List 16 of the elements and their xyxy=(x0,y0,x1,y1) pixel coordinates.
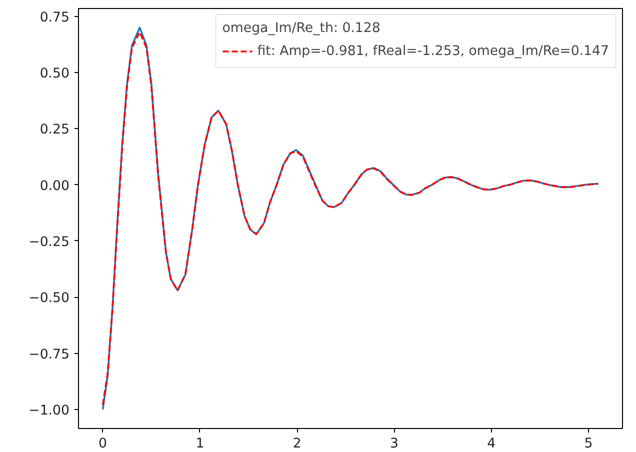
x-tick-label: 3 xyxy=(390,436,398,452)
y-tick-label: −0.25 xyxy=(28,234,70,250)
y-tick-label: 0.50 xyxy=(40,66,70,82)
y-tick-label: −1.00 xyxy=(28,403,70,418)
x-tick-label: 5 xyxy=(584,436,593,452)
legend-title: omega_Im/Re_th: 0.128 xyxy=(222,21,382,36)
x-tick-label: 2 xyxy=(292,436,302,452)
x-tick-label: 1 xyxy=(196,436,204,452)
y-tick-label: 0.75 xyxy=(40,10,70,26)
y-tick-label: −0.75 xyxy=(28,347,70,362)
y-tick-label: 0.00 xyxy=(40,178,70,194)
y-tick-label: −0.50 xyxy=(28,291,70,306)
x-tick-label: 4 xyxy=(487,436,496,452)
y-tick-label: 0.25 xyxy=(40,122,70,138)
legend-label: fit: Amp=-0.981, fReal=-1.253, omega_Im/Re=0.147 xyxy=(257,44,609,58)
x-tick-label: 0 xyxy=(98,436,108,452)
